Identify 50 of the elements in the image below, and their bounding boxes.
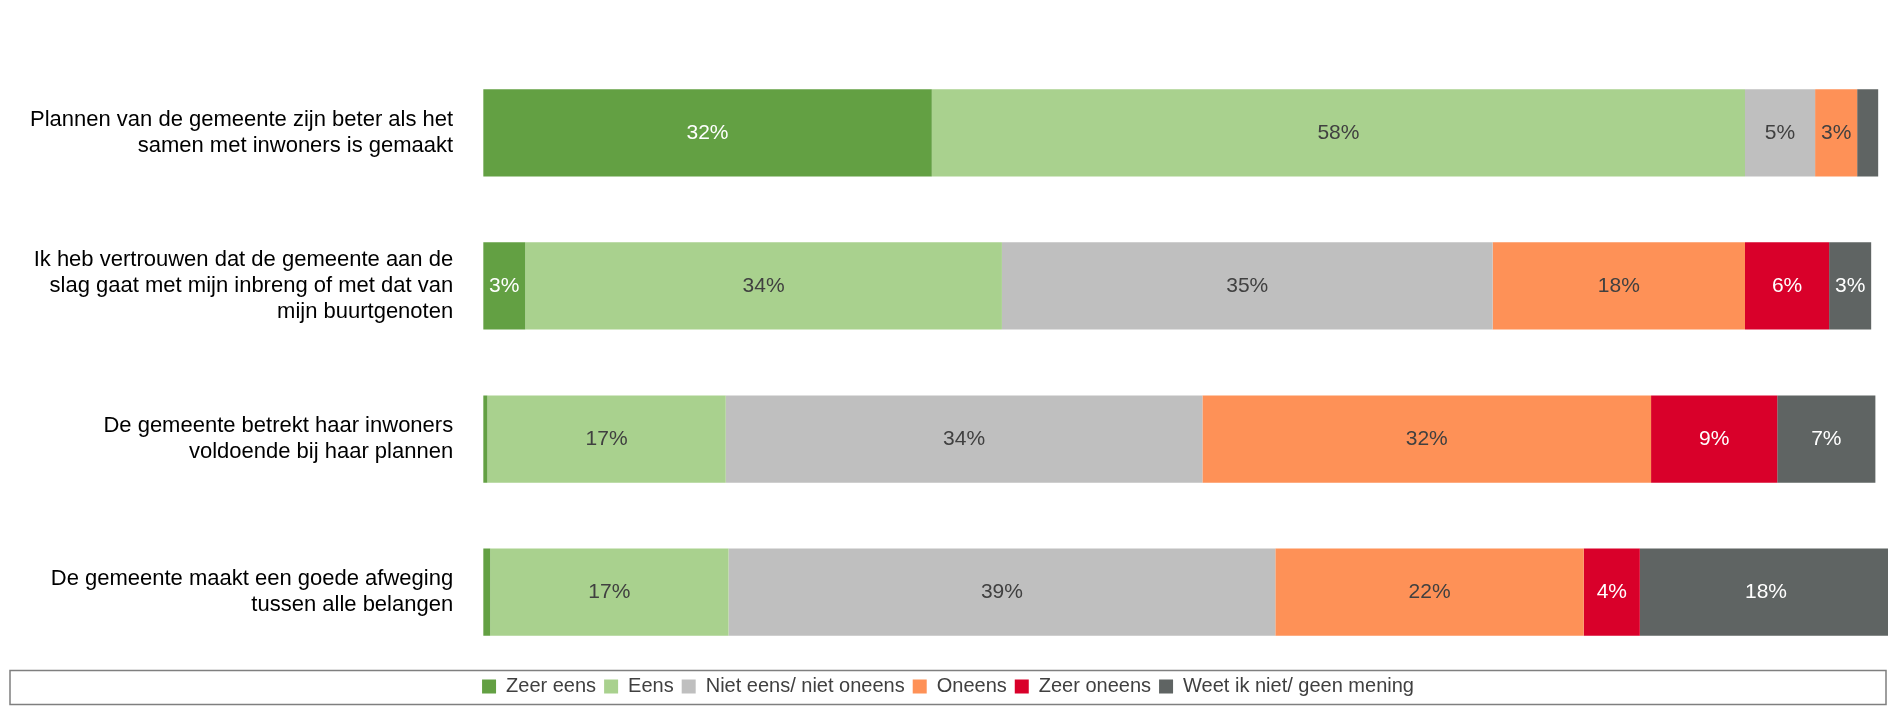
data-label: 4% xyxy=(1596,578,1627,602)
bar xyxy=(483,242,526,330)
bar xyxy=(728,548,1276,636)
y-tick-label: De gemeente betrekt haar inwoners voldoende bij haar plannen xyxy=(103,411,454,464)
bar xyxy=(1651,395,1778,483)
bar xyxy=(1583,548,1640,636)
bar xyxy=(1744,89,1816,177)
legend-label: Zeer oneens xyxy=(1038,674,1152,697)
data-label: 17% xyxy=(585,425,628,449)
legend-label: Eens xyxy=(628,674,674,697)
data-label: 34% xyxy=(943,425,986,449)
data-label: 3% xyxy=(1834,272,1866,296)
bar xyxy=(1829,242,1872,330)
data-label: 58% xyxy=(1317,119,1360,143)
data-label: 5% xyxy=(1764,119,1796,143)
y-tick-label: Plannen van de gemeente zijn beter als het samen met inwoners is gemaakt xyxy=(29,105,454,158)
data-label: 18% xyxy=(1745,578,1788,602)
y-tick-label: De gemeente maakt een goede afweging tussen alle belangen xyxy=(50,564,454,617)
data-label: 3% xyxy=(489,272,520,296)
bar xyxy=(487,395,726,483)
data-label: 17% xyxy=(588,578,631,602)
bar xyxy=(725,395,1203,483)
data-label: 3% xyxy=(1820,119,1852,143)
data-label: 18% xyxy=(1597,272,1640,296)
legend-label: Niet eens/ niet oneens xyxy=(705,674,905,697)
bar xyxy=(1202,395,1652,483)
data-label: 6% xyxy=(1771,272,1803,296)
data-label: 34% xyxy=(742,272,785,296)
data-label: 35% xyxy=(1226,272,1269,296)
data-label: 32% xyxy=(1405,425,1448,449)
legend-label: Weet ik niet/ geen mening xyxy=(1183,674,1414,697)
legend-label: Oneens xyxy=(936,674,1007,697)
bar xyxy=(1275,548,1584,636)
bar xyxy=(525,242,1002,330)
data-label: 7% xyxy=(1811,425,1842,449)
data-label: 32% xyxy=(686,119,729,143)
data-label: 9% xyxy=(1698,425,1730,449)
data-label: 22% xyxy=(1408,578,1451,602)
bar xyxy=(1815,89,1858,177)
bar xyxy=(490,548,729,636)
bar xyxy=(1857,89,1879,177)
bar xyxy=(1744,242,1830,330)
bar xyxy=(1492,242,1745,330)
y-tick-label: Ik heb vertrouwen dat de gemeente aan de slag gaat met mijn inbreng of met dat van mijn buurtgenoten xyxy=(33,245,454,324)
bar xyxy=(1777,395,1876,483)
data-label: 39% xyxy=(980,578,1023,602)
bar xyxy=(1001,242,1493,330)
bar xyxy=(483,89,932,177)
bar xyxy=(931,89,1745,177)
legend-label: Zeer eens xyxy=(506,674,597,697)
